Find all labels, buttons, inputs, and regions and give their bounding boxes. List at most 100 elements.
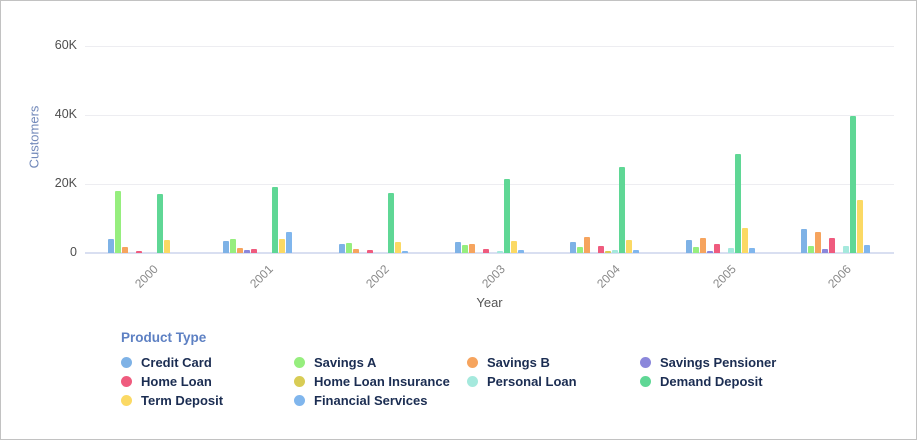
legend-item-credit-card[interactable]: Credit Card	[121, 354, 294, 370]
bar-home-loan-2005[interactable]	[714, 244, 720, 253]
y-tick-label-40k: 40K	[54, 107, 77, 121]
bar-savings-b-2001[interactable]	[237, 248, 243, 253]
legend-label-term-deposit: Term Deposit	[141, 392, 224, 408]
x-tick-label-2000: 2000	[131, 262, 161, 291]
bar-savings-a-2002[interactable]	[346, 243, 352, 253]
bar-credit-card-2004[interactable]	[570, 242, 576, 253]
bar-credit-card-2000[interactable]	[108, 239, 114, 253]
legend-label-demand-deposit: Demand Deposit	[660, 373, 763, 389]
bar-term-deposit-2000[interactable]	[164, 240, 170, 253]
legend-swatch-savings-a	[294, 356, 305, 368]
legend-item-home-loan[interactable]: Home Loan	[121, 374, 294, 389]
bar-savings-a-2005[interactable]	[693, 247, 699, 253]
legend-label-personal-loan: Personal Loan	[487, 373, 577, 389]
legend-swatch-home-loan-insurance	[294, 375, 305, 387]
bar-home-loan-insurance-2004[interactable]	[605, 251, 611, 253]
legend-item-savings-pensioner[interactable]: Savings Pensioner	[640, 354, 813, 370]
bar-personal-loan-2003[interactable]	[497, 251, 503, 253]
legend-item-term-deposit[interactable]: Term Deposit	[121, 392, 294, 408]
x-tick-label-2005: 2005	[709, 262, 739, 291]
legend-label-financial-services: Financial Services	[314, 392, 428, 408]
bar-demand-deposit-2001[interactable]	[272, 187, 278, 253]
legend-item-financial-services[interactable]: Financial Services	[294, 392, 467, 408]
bar-home-loan-2002[interactable]	[367, 250, 373, 253]
bar-home-loan-2006[interactable]	[829, 238, 835, 253]
legend-label-savings-a: Savings A	[314, 354, 377, 370]
legend-label-home-loan-insurance: Home Loan Insurance	[314, 373, 450, 389]
legend-swatch-savings-b	[467, 356, 478, 368]
legend-label-savings-b: Savings B	[487, 354, 550, 370]
legend-swatch-demand-deposit	[640, 375, 651, 387]
legend: Product Type Credit Card Savings A Savings…	[121, 330, 821, 408]
bar-savings-b-2003[interactable]	[469, 244, 475, 253]
bar-savings-pensioner-2005[interactable]	[707, 251, 713, 253]
gridline-20k	[85, 184, 894, 185]
legend-swatch-financial-services	[294, 394, 305, 406]
x-tick-label-2006: 2006	[825, 262, 855, 291]
legend-label-credit-card: Credit Card	[141, 354, 212, 370]
x-axis-title: Year	[476, 295, 503, 310]
bar-savings-a-2006[interactable]	[808, 246, 814, 253]
bar-term-deposit-2006[interactable]	[857, 200, 863, 253]
bar-term-deposit-2004[interactable]	[626, 240, 632, 253]
bar-personal-loan-2004[interactable]	[612, 250, 618, 253]
bar-financial-services-2002[interactable]	[402, 251, 408, 253]
bar-savings-b-2002[interactable]	[353, 249, 359, 253]
legend-label-savings-pensioner: Savings Pensioner	[660, 354, 777, 370]
bar-savings-a-2003[interactable]	[462, 245, 468, 253]
y-tick-label-60k: 60K	[54, 38, 77, 52]
gridline-0	[85, 252, 894, 254]
bar-credit-card-2001[interactable]	[223, 241, 229, 253]
bar-financial-services-2005[interactable]	[749, 248, 755, 253]
bar-credit-card-2002[interactable]	[339, 244, 345, 253]
bar-home-loan-2001[interactable]	[251, 249, 257, 253]
bar-credit-card-2005[interactable]	[686, 240, 692, 253]
legend-title: Product Type	[121, 330, 207, 345]
bar-demand-deposit-2005[interactable]	[735, 154, 741, 253]
legend-swatch-home-loan	[121, 375, 132, 387]
bar-demand-deposit-2002[interactable]	[388, 193, 394, 253]
bar-term-deposit-2001[interactable]	[279, 239, 285, 253]
bar-savings-pensioner-2001[interactable]	[244, 250, 250, 253]
bar-savings-b-2004[interactable]	[584, 237, 590, 253]
bar-term-deposit-2005[interactable]	[742, 228, 748, 253]
bar-savings-pensioner-2006[interactable]	[822, 249, 828, 253]
legend-item-demand-deposit[interactable]: Demand Deposit	[640, 373, 813, 389]
bar-demand-deposit-2004[interactable]	[619, 167, 625, 253]
legend-item-savings-b[interactable]: Savings B	[467, 354, 640, 370]
legend-items: Credit Card Savings A Savings B Savings Pen…	[121, 354, 821, 408]
bar-savings-b-2005[interactable]	[700, 238, 706, 253]
bar-demand-deposit-2003[interactable]	[504, 179, 510, 253]
x-tick-label-2001: 2001	[247, 262, 277, 291]
bar-savings-b-2006[interactable]	[815, 232, 821, 253]
bar-savings-a-2004[interactable]	[577, 247, 583, 253]
bar-personal-loan-2005[interactable]	[728, 248, 734, 253]
bar-term-deposit-2002[interactable]	[395, 242, 401, 253]
bar-demand-deposit-2000[interactable]	[157, 194, 163, 253]
bar-demand-deposit-2006[interactable]	[850, 116, 856, 253]
legend-item-home-loan-insurance[interactable]: Home Loan Insurance	[294, 373, 467, 389]
bar-credit-card-2006[interactable]	[801, 229, 807, 253]
gridline-60k	[85, 46, 894, 47]
bar-home-loan-2004[interactable]	[598, 246, 604, 253]
bar-credit-card-2003[interactable]	[455, 242, 461, 253]
legend-swatch-personal-loan	[467, 375, 478, 387]
legend-swatch-credit-card	[121, 356, 132, 368]
bar-financial-services-2004[interactable]	[633, 250, 639, 253]
legend-item-personal-loan[interactable]: Personal Loan	[467, 373, 640, 389]
bar-home-loan-2003[interactable]	[483, 249, 489, 253]
bar-financial-services-2001[interactable]	[286, 232, 292, 253]
bar-savings-a-2000[interactable]	[115, 191, 121, 253]
bar-term-deposit-2003[interactable]	[511, 241, 517, 253]
bar-personal-loan-2006[interactable]	[843, 246, 849, 253]
x-tick-label-2002: 2002	[363, 262, 392, 291]
bar-savings-b-2000[interactable]	[122, 247, 128, 253]
bar-home-loan-2000[interactable]	[136, 251, 142, 253]
x-tick-label-2004: 2004	[594, 262, 623, 291]
bar-savings-a-2001[interactable]	[230, 239, 236, 253]
bar-financial-services-2006[interactable]	[864, 245, 870, 253]
bar-financial-services-2003[interactable]	[518, 250, 524, 253]
legend-swatch-term-deposit	[121, 394, 132, 406]
legend-item-savings-a[interactable]: Savings A	[294, 354, 467, 370]
y-tick-label-0: 0	[70, 245, 77, 259]
